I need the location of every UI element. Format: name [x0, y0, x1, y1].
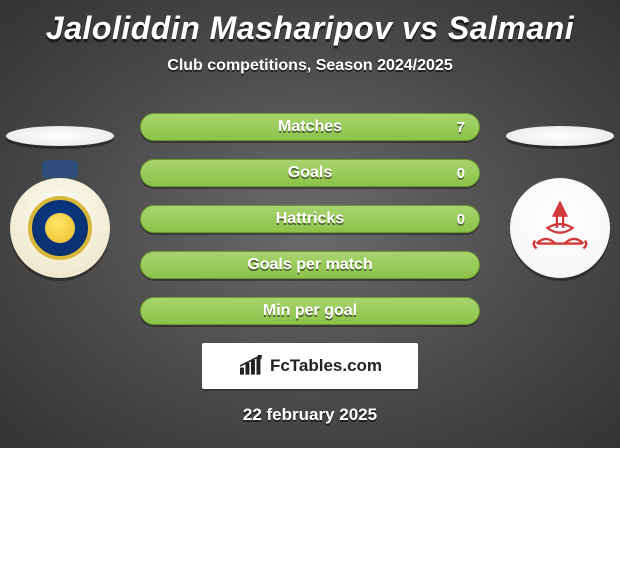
page-title: Jaloliddin Masharipov vs Salmani: [0, 0, 620, 47]
branding-text: FcTables.com: [270, 356, 382, 376]
stat-label: Goals per match: [247, 256, 372, 274]
stat-row: Min per goal: [0, 297, 620, 325]
date-label: 22 february 2025: [0, 405, 620, 425]
stat-pill-goals: Goals 0: [140, 159, 480, 187]
player-left-block: [0, 126, 120, 278]
branding-badge: FcTables.com: [202, 343, 418, 389]
player-left-silhouette: [6, 126, 114, 146]
stat-label: Matches: [278, 118, 342, 136]
stat-label: Min per goal: [263, 302, 357, 320]
stat-pill-min-per-goal: Min per goal: [140, 297, 480, 325]
page-subtitle: Club competitions, Season 2024/2025: [0, 57, 620, 75]
stat-pill-hattricks: Hattricks 0: [140, 205, 480, 233]
crown-icon: [42, 160, 78, 178]
globe-icon: [45, 213, 75, 243]
stat-pill-goals-per-match: Goals per match: [140, 251, 480, 279]
stat-pill-matches: Matches 7: [140, 113, 480, 141]
club-crest-left: [10, 178, 110, 278]
stat-label: Goals: [288, 164, 332, 182]
bar-chart-icon: [238, 355, 264, 377]
crest-right-svg: [521, 189, 599, 267]
stat-label: Hattricks: [276, 210, 344, 228]
stat-right-value: 0: [457, 165, 465, 182]
player-right-block: [500, 126, 620, 278]
crest-left-inner: [28, 196, 92, 260]
stat-right-value: 7: [457, 119, 465, 136]
player-right-silhouette: [506, 126, 614, 146]
stat-right-value: 0: [457, 211, 465, 228]
comparison-card: Jaloliddin Masharipov vs Salmani Club co…: [0, 0, 620, 448]
club-crest-right: [510, 178, 610, 278]
